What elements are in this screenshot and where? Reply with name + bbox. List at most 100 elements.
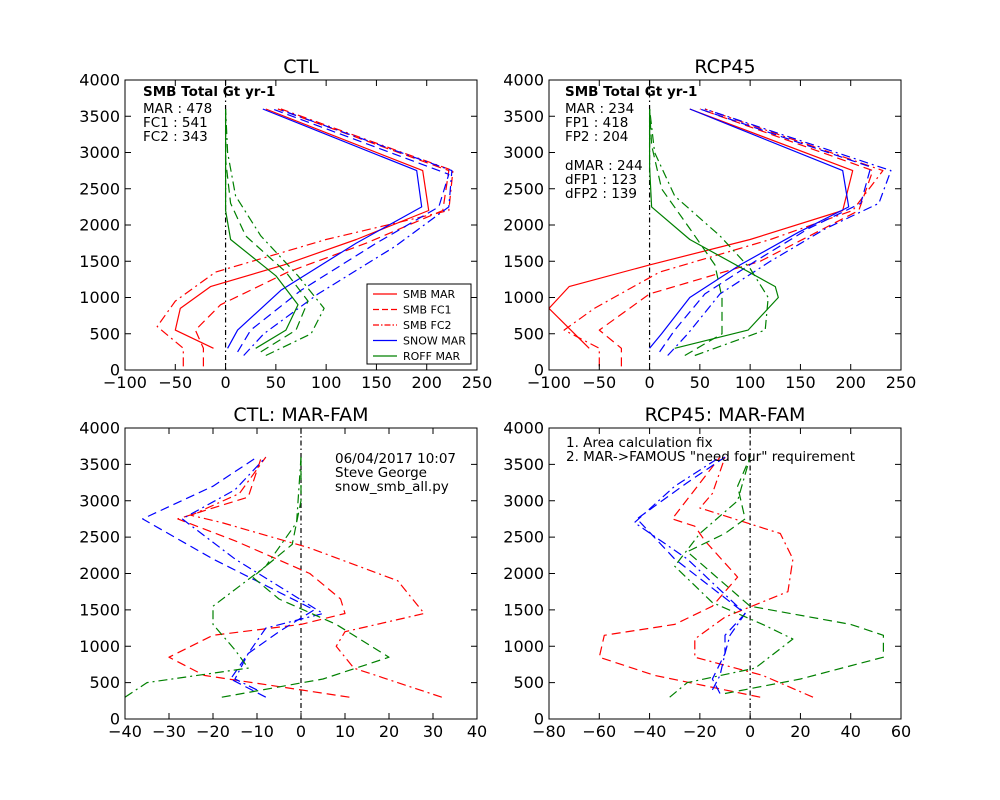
panel-title: RCP45: [694, 56, 755, 78]
series-line: [659, 108, 872, 353]
x-tick-label: 20: [379, 722, 399, 741]
legend-label: SMB MAR: [403, 288, 456, 301]
x-tick-label: −50: [158, 373, 192, 392]
series-line: [649, 108, 850, 349]
x-tick-label: −100: [103, 373, 147, 392]
annotation-text: 2. MAR->FAMOUS "need four" requirement: [566, 449, 855, 465]
y-tick-label: 2500: [79, 179, 120, 198]
panel-title: CTL: [283, 56, 319, 78]
y-tick-label: 4000: [79, 71, 120, 90]
panel-title: RCP45: MAR-FAM: [645, 404, 806, 426]
y-tick-label: 2500: [503, 179, 544, 198]
x-tick-label: 100: [311, 373, 342, 392]
x-tick-label: −10: [240, 722, 274, 741]
series-line: [636, 456, 746, 694]
x-tick-label: −100: [527, 373, 571, 392]
annotation-text: FP2 : 204: [565, 129, 628, 145]
series-line: [563, 108, 884, 367]
x-tick-label: 150: [785, 373, 816, 392]
y-tick-label: 3500: [503, 455, 544, 474]
y-tick-label: 1500: [79, 252, 120, 271]
y-tick-label: 500: [513, 673, 544, 692]
x-tick-label: −80: [532, 722, 566, 741]
series-line: [190, 456, 442, 698]
x-tick-label: 30: [423, 722, 443, 741]
series-line: [694, 456, 814, 698]
y-tick-label: 1500: [503, 600, 544, 619]
series-line: [237, 108, 450, 353]
x-tick-label: 0: [644, 373, 654, 392]
series-line: [686, 456, 885, 695]
x-tick-label: −40: [633, 722, 667, 741]
annotation-text: MAR : 234: [565, 101, 634, 117]
legend: SMB MAR SMB FC1 SMB FC2 SNOW MAR ROFF MAR: [366, 283, 472, 365]
chart-panels: CTL−100 −50 0 50 100 150 200 250050010001500200…: [79, 56, 916, 741]
y-tick-label: 3500: [503, 107, 544, 126]
x-tick-label: 200: [411, 373, 442, 392]
y-tick-label: 3500: [79, 107, 120, 126]
y-tick-label: 2500: [79, 528, 120, 547]
y-tick-label: 500: [89, 673, 120, 692]
y-tick-label: 0: [534, 710, 544, 729]
y-tick-label: 3000: [503, 143, 544, 162]
series-line: [168, 456, 350, 698]
y-tick-label: 1000: [503, 637, 544, 656]
y-tick-label: 2000: [503, 216, 544, 235]
annotation-text: 1. Area calculation fix: [566, 435, 713, 451]
x-tick-label: −50: [582, 373, 616, 392]
annotation-text: dFP2 : 139: [565, 186, 637, 202]
y-tick-label: 500: [89, 324, 120, 343]
x-tick-label: −40: [108, 722, 142, 741]
annotation-text: Steve George: [335, 465, 427, 481]
y-tick-label: 4000: [503, 71, 544, 90]
series-line: [669, 456, 794, 698]
series-group: [598, 456, 885, 698]
y-tick-label: 0: [534, 361, 544, 380]
annotation-text: SMB Total Gt yr-1: [143, 84, 275, 100]
x-tick-label: −60: [582, 722, 616, 741]
series-line: [225, 108, 325, 357]
y-tick-label: 0: [110, 710, 120, 729]
y-tick-label: 1000: [503, 288, 544, 307]
series-group: [549, 108, 892, 367]
axes-frame: [548, 427, 902, 720]
x-tick-label: 50: [266, 373, 286, 392]
y-tick-label: 2000: [79, 564, 120, 583]
annotation-text: SMB Total Gt yr-1: [565, 84, 697, 100]
series-line: [225, 109, 309, 353]
x-tick-label: −30: [152, 722, 186, 741]
annotation-text: FP1 : 418: [565, 115, 628, 131]
y-tick-label: 2000: [79, 216, 120, 235]
series-line: [598, 456, 761, 698]
series-line: [667, 108, 892, 356]
x-tick-label: 200: [835, 373, 866, 392]
chart-panel: RCP45: MAR-FAM −80 −60 −40 −20 0 20 40 60 0 500 100…: [503, 404, 911, 741]
series-line: [598, 108, 874, 367]
legend-box: [366, 283, 472, 365]
x-tick-label: 0: [220, 373, 230, 392]
chart-panel: RCP45−100 −50 0 50 100 150 200 2500500100015002…: [503, 56, 916, 392]
annotation-text: dFP1 : 123: [565, 172, 637, 188]
annotation-text: MAR : 478: [143, 101, 212, 117]
series-line: [227, 108, 423, 349]
legend-label: ROFF MAR: [403, 350, 460, 363]
y-tick-label: 0: [110, 361, 120, 380]
series-line: [225, 109, 299, 349]
x-tick-label: 250: [462, 373, 493, 392]
panel-title: CTL: MAR-FAM: [233, 404, 368, 426]
annotation-text: dMAR : 244: [565, 158, 643, 174]
y-tick-label: 3000: [503, 491, 544, 510]
series-line: [549, 108, 854, 349]
y-tick-label: 1500: [503, 252, 544, 271]
chart-panel: CTL: MAR-FAM −40 −30 −20 −10 0 10 20 30 40 0 500 100…: [79, 404, 487, 741]
x-tick-label: 0: [296, 722, 306, 741]
y-tick-label: 2500: [503, 528, 544, 547]
y-tick-label: 3500: [79, 455, 120, 474]
series-group: [156, 108, 454, 367]
x-tick-label: 10: [335, 722, 355, 741]
series-line: [221, 457, 390, 698]
x-tick-label: 60: [891, 722, 911, 741]
series-line: [125, 457, 302, 698]
chart-panel: CTL−100 −50 0 50 100 150 200 250050010001500200…: [79, 56, 492, 392]
